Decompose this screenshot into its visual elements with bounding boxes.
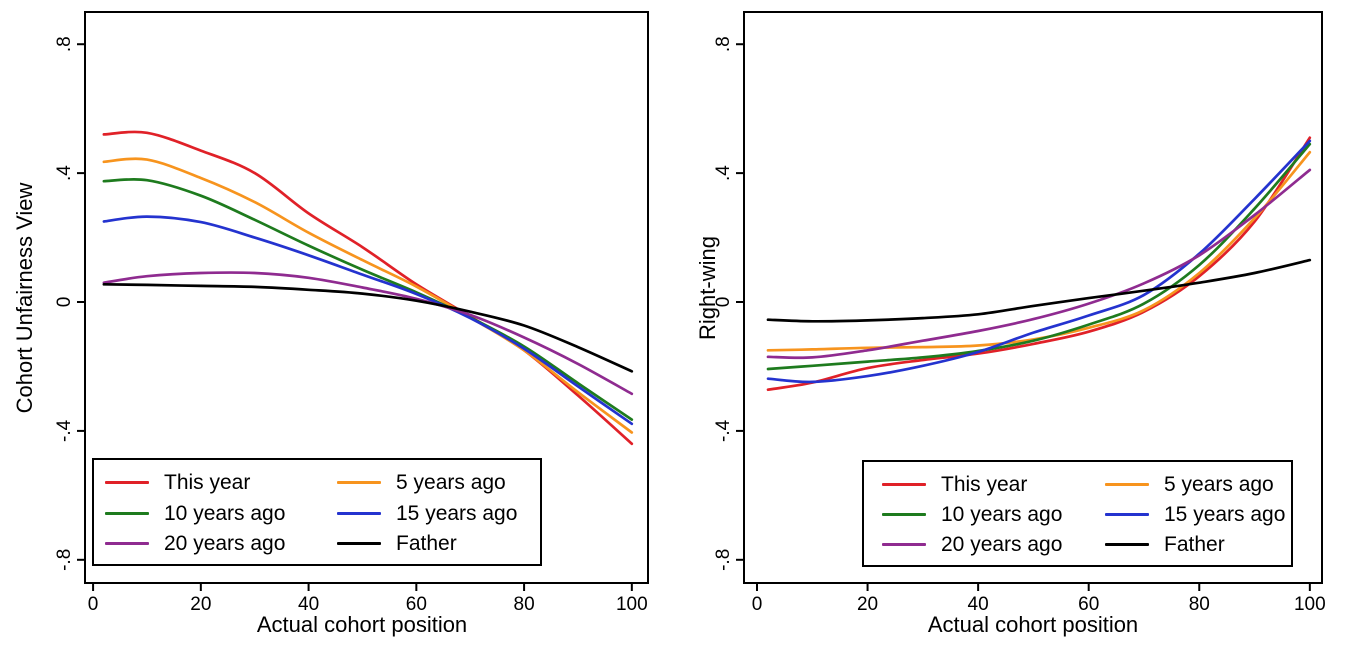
legend-swatch-20-years-ago <box>105 542 149 546</box>
legend-swatch-10-years-ago <box>882 512 926 516</box>
x-tick-label: 80 <box>1189 594 1210 615</box>
y-tick-label: 0 <box>54 297 75 308</box>
y-tick-label: 0 <box>713 297 734 308</box>
y-tick-label: .4 <box>54 165 75 181</box>
legend-swatch-5-years-ago <box>1105 482 1149 486</box>
legend-swatch-15-years-ago <box>337 511 381 515</box>
legend-item-20-years-ago: 20 years ago <box>105 528 337 559</box>
y-tick-label: -.8 <box>54 549 75 571</box>
legend-label: 15 years ago <box>396 501 518 525</box>
legend-label: 20 years ago <box>941 533 1063 557</box>
y-tick-label: .8 <box>54 36 75 52</box>
legend-label: 10 years ago <box>941 502 1063 526</box>
legend-swatch-father <box>337 542 381 546</box>
legend-label: 15 years ago <box>1164 502 1286 526</box>
y-tick-label: .8 <box>713 36 734 52</box>
series-line-ten_years <box>766 142 1312 371</box>
legend-item-this-year: This year <box>105 467 337 498</box>
panel-left: 0 20 40 60 80 100 .8 .4 0 -.4 -.8 <box>54 11 649 615</box>
y-tick-label: -.8 <box>713 549 734 571</box>
legend-item-10-years-ago: 10 years ago <box>105 498 337 529</box>
legend-item-father: Father <box>1105 530 1285 560</box>
legend-right-panel: This year 10 years ago 20 years ago 5 ye… <box>862 460 1293 567</box>
legend-label: 5 years ago <box>1164 472 1274 496</box>
x-tick-label: 100 <box>1294 594 1326 615</box>
x-tick-label: 80 <box>514 594 535 615</box>
x-tick-label: 0 <box>752 594 763 615</box>
series-line-father <box>102 282 634 373</box>
y-tick-label: -.4 <box>54 419 75 442</box>
plot-border <box>743 11 1323 584</box>
legend-swatch-this-year <box>882 482 926 486</box>
series-line-father <box>766 258 1312 323</box>
legend-item-15-years-ago: 15 years ago <box>1105 499 1285 529</box>
series-line-fifteen_years <box>102 215 634 426</box>
legend-column: 5 years ago 15 years ago Father <box>1105 469 1285 560</box>
legend-label: This year <box>941 472 1028 496</box>
legend-item-father: Father <box>337 528 517 559</box>
legend-column: 5 years ago 15 years ago Father <box>337 467 517 559</box>
legend-swatch-father <box>1105 543 1149 547</box>
y-tick-label: -.4 <box>713 419 734 442</box>
y-axis-title-right: Right-wing <box>695 236 720 340</box>
legend-column: This year 10 years ago 20 years ago <box>94 467 337 559</box>
y-tick-label: .4 <box>713 165 734 181</box>
legend-item-15-years-ago: 15 years ago <box>337 498 517 529</box>
plot-border <box>84 11 649 584</box>
series-line-ten_years <box>102 177 634 421</box>
legend-swatch-15-years-ago <box>1105 512 1149 516</box>
legend-swatch-this-year <box>105 480 149 484</box>
panel-right: 0 20 40 60 80 100 .8 .4 0 -.4 -.8 <box>713 11 1326 615</box>
series-line-fifteen_years <box>766 139 1312 384</box>
legend-swatch-20-years-ago <box>882 543 926 547</box>
legend-item-5-years-ago: 5 years ago <box>1105 469 1285 499</box>
legend-label: This year <box>164 470 251 494</box>
legend-left-panel: This year 10 years ago 20 years ago 5 ye… <box>92 458 542 566</box>
legend-label: 20 years ago <box>164 532 286 556</box>
series-line-this_year <box>766 136 1312 392</box>
legend-swatch-10-years-ago <box>105 511 149 515</box>
x-tick-label: 60 <box>406 594 427 615</box>
x-axis-title-right: Actual cohort position <box>927 612 1139 637</box>
series-line-twenty_years <box>102 271 634 396</box>
y-axis-title-left: Cohort Unfairness View <box>12 182 37 414</box>
series-line-twenty_years <box>766 168 1312 360</box>
legend-label: 5 years ago <box>396 470 506 494</box>
x-tick-label: 0 <box>88 594 99 615</box>
legend-swatch-5-years-ago <box>337 480 381 484</box>
legend-label: Father <box>396 532 457 556</box>
legend-column: This year 10 years ago 20 years ago <box>864 469 1105 560</box>
x-tick-label: 20 <box>857 594 878 615</box>
legend-label: Father <box>1164 533 1225 557</box>
legend-item-this-year: This year <box>882 469 1105 499</box>
legend-item-10-years-ago: 10 years ago <box>882 499 1105 529</box>
x-tick-label: 40 <box>298 594 319 615</box>
x-tick-label: 40 <box>968 594 989 615</box>
series-line-five_years <box>102 157 634 434</box>
legend-label: 10 years ago <box>164 501 286 525</box>
legend-item-5-years-ago: 5 years ago <box>337 467 517 498</box>
x-tick-label: 60 <box>1078 594 1099 615</box>
x-tick-label: 100 <box>616 594 648 615</box>
x-tick-label: 20 <box>190 594 211 615</box>
legend-item-20-years-ago: 20 years ago <box>882 530 1105 560</box>
x-axis-title-left: Actual cohort position <box>256 612 468 637</box>
